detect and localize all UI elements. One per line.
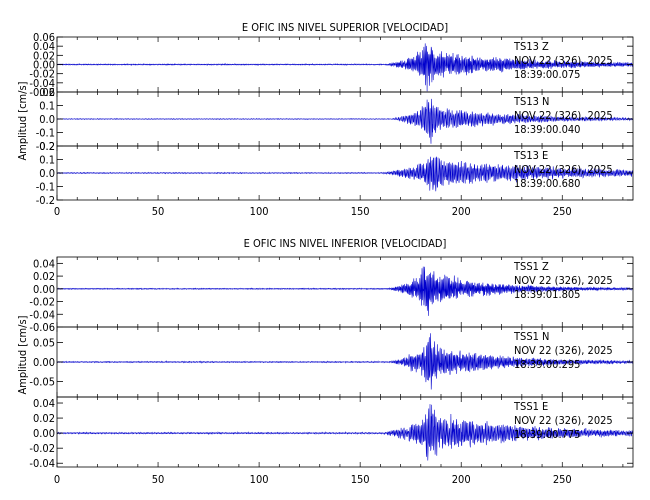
x-tick-label: 0	[54, 473, 60, 486]
y-tick-label: -0.04	[29, 457, 55, 470]
y-tick-label: 0.0	[39, 113, 55, 126]
trace-time-label: 18:39:00.680	[514, 177, 580, 190]
y-tick-label: 0.0	[39, 167, 55, 180]
x-tick-label: 150	[351, 473, 370, 486]
trace-station-label: TSS1 N	[513, 330, 549, 343]
trace-time-label: 18:39:00.075	[514, 68, 580, 81]
waveform-line	[56, 266, 634, 316]
y-tick-label: 0.06	[33, 31, 55, 44]
trace-time-label: 18:39:01.805	[514, 288, 580, 301]
y-tick-label: -0.04	[29, 308, 55, 321]
x-tick-label: 200	[452, 205, 471, 218]
x-tick-label: 250	[553, 473, 572, 486]
y-tick-label: -0.02	[29, 296, 55, 309]
trace-date-label: NOV 22 (326), 2025	[514, 274, 613, 287]
y-tick-label: -0.1	[36, 181, 55, 194]
x-tick-label: 100	[250, 205, 269, 218]
lower-panel-ylabel: Amplitud [cm/s]	[16, 315, 29, 394]
y-tick-label: -0.1	[36, 127, 55, 140]
y-tick-label: 0.2	[39, 86, 55, 99]
waveform-line	[57, 333, 634, 390]
trace-station-label: TS13 E	[513, 149, 548, 162]
waveform-line	[56, 156, 634, 192]
y-tick-label: -0.02	[29, 68, 55, 81]
trace-date-label: NOV 22 (326), 2025	[514, 163, 613, 176]
y-tick-label: -0.05	[29, 375, 55, 388]
trace-station-label: TS13 Z	[513, 40, 549, 53]
waveform-line	[56, 98, 634, 144]
trace-station-label: TSS1 Z	[513, 260, 549, 273]
y-tick-label: 0.02	[33, 49, 55, 62]
x-tick-label: 0	[54, 205, 60, 218]
trace-date-label: NOV 22 (326), 2025	[514, 414, 613, 427]
upper-panel-ylabel: Amplitud [cm/s]	[16, 81, 29, 160]
waveform-line	[56, 404, 634, 461]
y-tick-label: 0.1	[39, 100, 55, 113]
x-tick-label: 200	[452, 473, 471, 486]
trace-time-label: 18:39:00.295	[514, 358, 580, 371]
y-tick-label: -0.04	[29, 77, 55, 90]
y-tick-label: -0.2	[36, 140, 55, 153]
trace-station-label: TS13 N	[513, 95, 549, 108]
lower-panel-title: E OFIC INS NIVEL INFERIOR [VELOCIDAD]	[244, 237, 447, 250]
y-tick-label: 0.00	[33, 283, 55, 296]
upper-panel: E OFIC INS NIVEL SUPERIOR [VELOCIDAD] Am…	[16, 21, 634, 218]
trace-date-label: NOV 22 (326), 2025	[514, 109, 613, 122]
y-tick-label: 0.02	[33, 270, 55, 283]
x-tick-label: 150	[351, 205, 370, 218]
y-tick-label: 0.05	[33, 337, 55, 350]
y-tick-label: 0.2	[39, 140, 55, 153]
x-tick-label: 50	[152, 205, 165, 218]
y-tick-label: -0.06	[29, 86, 55, 99]
y-tick-label: -0.2	[36, 194, 55, 207]
y-tick-label: 0.04	[33, 257, 55, 270]
y-tick-label: -0.02	[29, 442, 55, 455]
y-tick-label: 0.00	[33, 356, 55, 369]
x-tick-label: 250	[553, 205, 572, 218]
upper-panel-title: E OFIC INS NIVEL SUPERIOR [VELOCIDAD]	[242, 21, 448, 34]
waveform-line	[56, 43, 634, 92]
y-tick-label: 0.00	[33, 427, 55, 440]
trace-date-label: NOV 22 (326), 2025	[514, 344, 613, 357]
y-tick-label: 0.04	[33, 397, 55, 410]
x-tick-label: 50	[152, 473, 165, 486]
y-tick-label: 0.02	[33, 412, 55, 425]
trace-time-label: 18:39:00.040	[514, 123, 580, 136]
y-tick-label: -0.06	[29, 321, 55, 334]
y-tick-label: 0.04	[33, 40, 55, 53]
lower-panel: E OFIC INS NIVEL INFERIOR [VELOCIDAD] Am…	[16, 237, 634, 486]
y-tick-label: 0.00	[33, 59, 55, 72]
trace-date-label: NOV 22 (326), 2025	[514, 54, 613, 67]
trace-time-label: 18:39:00.775	[514, 428, 580, 441]
x-tick-label: 100	[250, 473, 269, 486]
trace-station-label: TSS1 E	[513, 400, 548, 413]
trace-frame	[56, 396, 634, 468]
trace-ts13-z: 0.060.040.020.00-0.02-0.04-0.06 TS13 ZNOV…	[29, 31, 634, 99]
y-tick-label: 0.1	[39, 154, 55, 167]
